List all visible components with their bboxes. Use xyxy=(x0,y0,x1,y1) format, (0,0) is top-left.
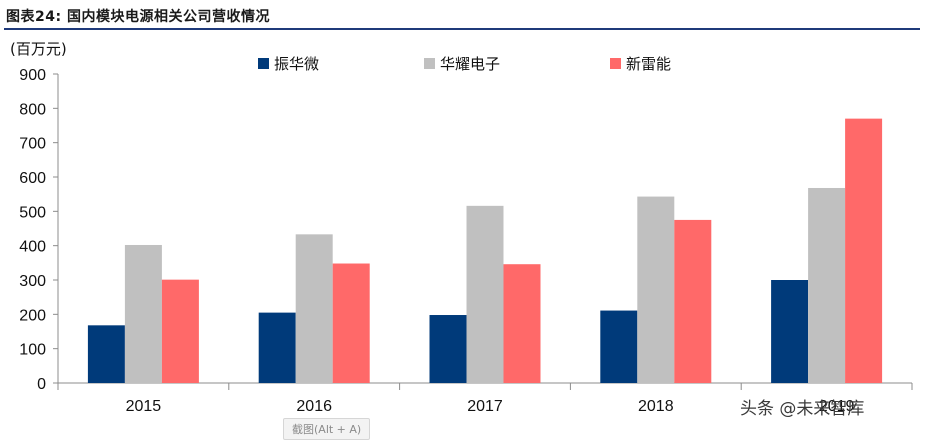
bar-2019-series-1 xyxy=(808,187,846,383)
y-tick-label: 800 xyxy=(19,101,46,118)
y-tick-label: 200 xyxy=(19,307,46,324)
y-tick-label: 600 xyxy=(19,170,46,187)
bar-2016-series-2 xyxy=(332,263,370,383)
legend-swatch-2 xyxy=(610,58,621,69)
legend-swatch-0 xyxy=(258,58,269,69)
legend-label-1: 华耀电子 xyxy=(440,55,500,73)
bar-2018-series-2 xyxy=(674,219,712,383)
bar-2017-series-2 xyxy=(503,264,541,383)
bar-2018-series-0 xyxy=(600,310,638,383)
bar-2015-series-1 xyxy=(124,244,162,383)
y-tick-label: 300 xyxy=(19,273,46,290)
screenshot-button[interactable]: 截图(Alt + A) xyxy=(283,418,371,440)
legend-label-0: 振华微 xyxy=(274,55,319,73)
y-tick-label: 700 xyxy=(19,136,46,153)
bar-2019-series-2 xyxy=(845,118,883,383)
figure-title: 图表24: 国内模块电源相关公司营收情况 xyxy=(6,9,270,25)
title-rule xyxy=(4,28,920,30)
chart-bars xyxy=(87,118,883,383)
y-tick-label: 900 xyxy=(19,67,46,84)
y-tick-label: 100 xyxy=(19,342,46,359)
y-unit-label: (百万元) xyxy=(10,40,67,58)
x-tick-label: 2016 xyxy=(296,398,332,415)
y-tick-label: 400 xyxy=(19,239,46,256)
bar-2017-series-0 xyxy=(429,315,467,383)
bar-2019-series-0 xyxy=(771,280,809,383)
bar-2015-series-0 xyxy=(87,325,125,383)
watermark: 头条 @未来智库 xyxy=(740,399,864,419)
bar-2016-series-1 xyxy=(295,234,333,383)
watermark-text: 头条 @未来智库 xyxy=(740,399,864,419)
bar-2016-series-0 xyxy=(258,312,296,383)
x-tick-label: 2015 xyxy=(126,398,162,415)
legend-swatch-1 xyxy=(424,58,435,69)
bar-2015-series-2 xyxy=(161,279,199,383)
y-tick-label: 0 xyxy=(37,376,46,393)
x-tick-label: 2017 xyxy=(467,398,503,415)
bar-2018-series-1 xyxy=(637,196,675,383)
x-tick-label: 2019 xyxy=(819,398,855,415)
bar-2017-series-1 xyxy=(466,205,504,383)
chart-legend: 振华微 华耀电子 新雷能 xyxy=(258,55,671,73)
y-tick-label: 500 xyxy=(19,204,46,221)
x-tick-label: 2018 xyxy=(638,398,674,415)
legend-label-2: 新雷能 xyxy=(626,55,671,73)
